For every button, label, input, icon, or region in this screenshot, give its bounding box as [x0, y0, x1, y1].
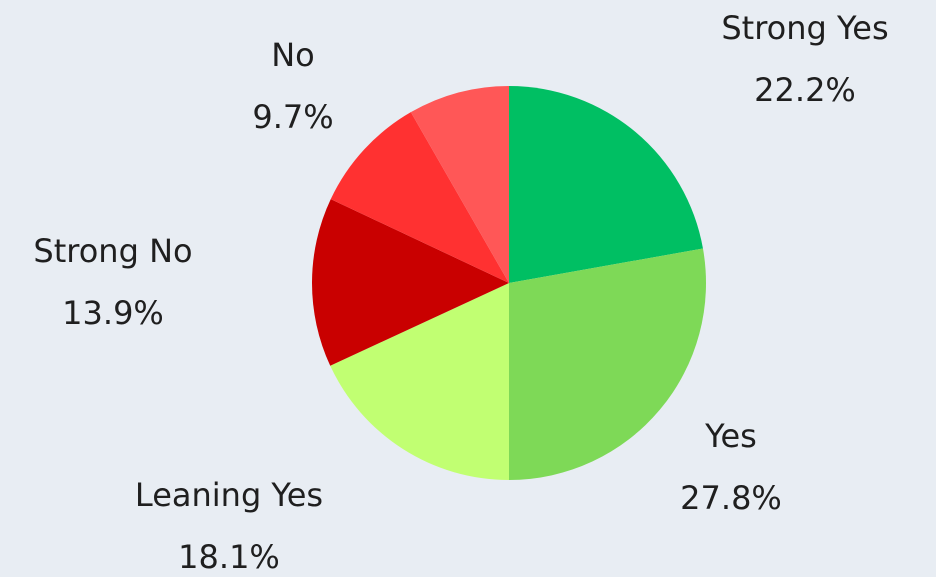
pie-slice: [330, 283, 509, 480]
slice-label: Yes: [704, 417, 757, 455]
slice-value-label: 9.7%: [252, 98, 333, 136]
pie-slice: [410, 86, 509, 283]
pie-slice: [312, 199, 509, 366]
slice-label: Strong Yes: [721, 9, 888, 47]
slice-value-label: 22.2%: [754, 71, 856, 109]
pie-slice: [330, 112, 509, 283]
pie-slice: [509, 86, 703, 283]
pie-slice: [509, 248, 706, 480]
slice-label: Strong No: [33, 232, 192, 270]
slice-label: No: [271, 36, 315, 74]
slice-value-label: 27.8%: [680, 479, 782, 517]
slice-label: Leaning Yes: [135, 476, 323, 514]
slice-value-label: 18.1%: [178, 538, 280, 576]
slice-value-label: 13.9%: [62, 294, 164, 332]
